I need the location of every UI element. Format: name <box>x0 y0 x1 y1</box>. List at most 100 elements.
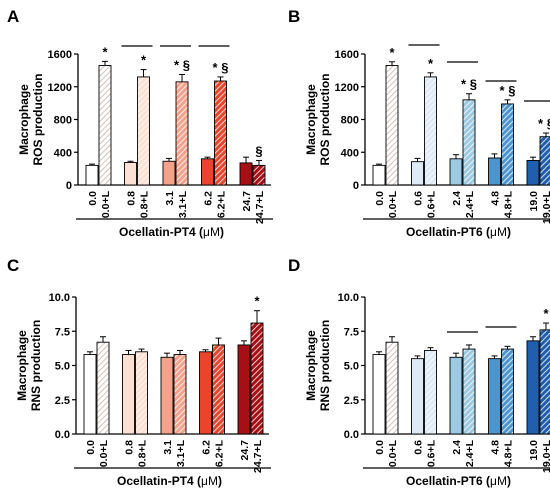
x-tick-label: 19.0 <box>528 440 540 461</box>
x-tick-label: 0.6 <box>413 191 425 206</box>
bar-0.0 <box>83 354 97 435</box>
bar-4.8+L <box>501 103 514 186</box>
significance-marker: * § <box>461 77 477 92</box>
significance-marker: * § <box>538 116 550 131</box>
significance-marker: * § <box>174 57 190 72</box>
y-tick-label: 7.5 <box>344 326 359 338</box>
y-tick-label: 400 <box>341 147 359 159</box>
y-tick-label: 0 <box>66 180 72 192</box>
panel-c: C 0.0 2.5 5.0 7.5 10.0 Macrophage RNS productio… <box>7 256 271 488</box>
bar-3.1 <box>162 160 176 186</box>
bar-0.6 <box>411 358 424 435</box>
y-tick-label: 1200 <box>48 82 72 94</box>
x-axis-label: Ocellatin-PT6 (μM) <box>406 225 511 239</box>
y-axis-label: RNS production <box>29 320 43 411</box>
significance-marker: * § <box>213 60 229 75</box>
bar-2.4 <box>449 356 463 435</box>
significance-marker: * <box>141 53 147 68</box>
y-axis-label: Macrophage <box>15 330 29 401</box>
x-axis-label: Ocellatin-PT6 (μM) <box>406 474 511 488</box>
x-tick-label: 6.2+L <box>214 439 226 467</box>
x-tick-label: 24.7+L <box>254 190 266 224</box>
y-tick-label: 0.0 <box>344 429 359 441</box>
bar-0.0 <box>372 164 386 186</box>
y-tick-label: 400 <box>54 147 72 159</box>
panel-d: D 0.0 2.5 5.0 7.5 10.0 Macrophage RNS productio… <box>288 256 550 488</box>
y-tick-label: 5.0 <box>344 361 359 373</box>
x-axis-label: Ocellatin-PT4 (μM) <box>117 474 222 488</box>
x-tick-label: 0.8+L <box>137 439 149 467</box>
bar-24.7 <box>239 162 253 186</box>
bar-0.0 <box>372 354 386 435</box>
x-tick-label: 0.6+L <box>426 439 438 467</box>
x-tick-label: 0.0 <box>85 440 97 455</box>
bar-3.1+L <box>173 354 187 435</box>
y-axis-label: Macrophage <box>304 84 318 155</box>
bar-0.8 <box>124 162 137 186</box>
y-tick-label: 0 <box>353 180 359 192</box>
bar-4.8 <box>488 157 501 186</box>
x-tick-label: 19.0+L <box>541 190 550 224</box>
y-tick-label: 800 <box>341 115 359 127</box>
y-tick-label: 10.0 <box>49 292 70 304</box>
bar-2.4+L <box>462 348 476 435</box>
x-tick-label: 0.6+L <box>426 190 438 218</box>
significance-marker: § <box>255 143 262 158</box>
x-tick-label: 6.2 <box>203 191 215 206</box>
x-tick-label: 3.1+L <box>177 190 189 218</box>
x-tick-label: 0.8 <box>126 191 138 206</box>
y-axis-label: ROS production <box>31 74 45 166</box>
bar-3.1 <box>160 356 174 435</box>
significance-marker: * <box>254 294 260 309</box>
panel-a: A 0 400 800 1200 1600 Macrophage ROS production… <box>7 7 273 239</box>
x-tick-label: 3.1 <box>164 191 176 206</box>
y-axis-label: Macrophage <box>17 84 31 155</box>
x-tick-label: 19.0+L <box>541 439 550 473</box>
x-tick-label: 0.0 <box>374 191 386 206</box>
bar-0.6+L <box>424 76 437 186</box>
significance-marker: * <box>428 56 434 71</box>
bar-0.0+L <box>98 65 112 186</box>
significance-marker: * <box>543 306 549 321</box>
x-tick-label: 0.0+L <box>100 190 112 218</box>
bar-0.0+L <box>96 341 110 435</box>
x-tick-label: 3.1 <box>162 440 174 455</box>
x-axis-label: Ocellatin-PT4 (μM) <box>119 225 224 239</box>
significance-marker: * § <box>500 83 516 98</box>
bar-0.0+L <box>385 341 399 435</box>
x-tick-label: 4.8+L <box>503 190 515 218</box>
panel-letter: B <box>288 7 300 26</box>
x-tick-label: 24.7+L <box>252 439 264 473</box>
x-tick-label: 4.8 <box>490 440 502 455</box>
bar-6.2 <box>201 158 214 186</box>
x-tick-label: 2.4 <box>451 440 463 455</box>
y-axis-label: Macrophage <box>304 330 318 401</box>
bar-0.0+L <box>385 65 399 186</box>
x-tick-label: 3.1+L <box>175 439 187 467</box>
x-tick-label: 4.8 <box>490 191 502 206</box>
x-tick-label: 6.2 <box>201 440 213 455</box>
x-tick-label: 2.4+L <box>464 190 476 218</box>
y-tick-label: 1600 <box>335 49 359 61</box>
x-tick-label: 0.0+L <box>387 439 399 467</box>
y-tick-label: 7.5 <box>55 326 70 338</box>
x-tick-label: 0.0+L <box>98 439 110 467</box>
bar-24.7+L <box>252 164 266 186</box>
bar-6.2+L <box>214 80 227 186</box>
x-tick-label: 24.7 <box>241 191 253 212</box>
y-tick-label: 0.0 <box>55 429 70 441</box>
bar-4.8+L <box>501 348 514 435</box>
x-tick-label: 2.4+L <box>464 439 476 467</box>
y-axis-label: RNS production <box>318 320 332 411</box>
x-tick-label: 0.6 <box>413 440 425 455</box>
bar-0.0 <box>85 164 99 186</box>
panel-letter: A <box>7 7 19 26</box>
x-tick-label: 0.8+L <box>139 190 151 218</box>
bar-19.0 <box>526 159 540 186</box>
bar-0.8 <box>122 354 135 435</box>
y-axis-label: ROS production <box>318 74 332 166</box>
panel-letter: C <box>7 256 19 275</box>
x-tick-label: 0.0 <box>374 440 386 455</box>
x-tick-label: 4.8+L <box>503 439 515 467</box>
